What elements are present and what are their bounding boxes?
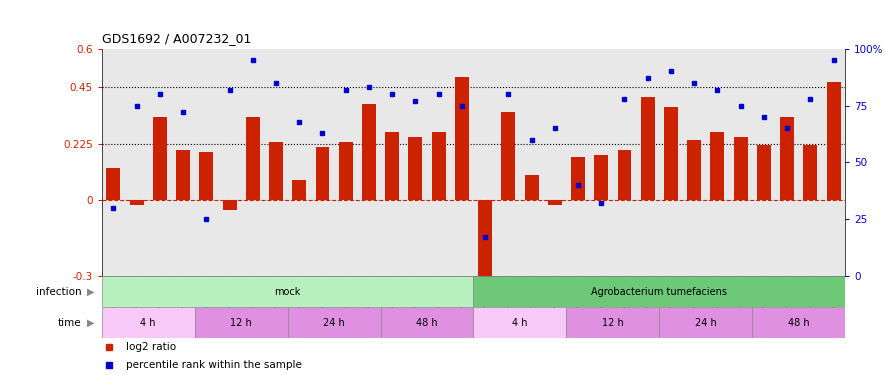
Bar bbox=[199, 152, 213, 200]
Bar bbox=[130, 200, 143, 206]
Bar bbox=[473, 307, 566, 338]
Text: ▶: ▶ bbox=[87, 318, 94, 328]
Text: 48 h: 48 h bbox=[416, 318, 438, 328]
Bar bbox=[102, 307, 195, 338]
Bar bbox=[757, 145, 771, 200]
Bar bbox=[315, 147, 329, 200]
Bar bbox=[501, 112, 515, 200]
Text: log2 ratio: log2 ratio bbox=[126, 342, 176, 352]
Text: ▶: ▶ bbox=[87, 286, 94, 297]
Bar bbox=[711, 132, 724, 200]
Text: Agrobacterium tumefaciens: Agrobacterium tumefaciens bbox=[591, 286, 727, 297]
Bar bbox=[548, 200, 562, 206]
Bar bbox=[246, 117, 260, 200]
Bar bbox=[525, 175, 538, 200]
Bar bbox=[269, 142, 283, 200]
Bar bbox=[381, 307, 473, 338]
Bar bbox=[659, 307, 752, 338]
Text: 24 h: 24 h bbox=[695, 318, 717, 328]
Bar bbox=[478, 200, 492, 296]
Text: 12 h: 12 h bbox=[230, 318, 252, 328]
Bar bbox=[618, 150, 632, 200]
Bar bbox=[566, 307, 659, 338]
Text: GDS1692 / A007232_01: GDS1692 / A007232_01 bbox=[102, 32, 251, 45]
Bar bbox=[106, 168, 120, 200]
Bar bbox=[734, 137, 748, 200]
Bar bbox=[176, 150, 190, 200]
Bar bbox=[664, 107, 678, 200]
Bar bbox=[223, 200, 236, 210]
Bar bbox=[385, 132, 399, 200]
Bar bbox=[571, 158, 585, 200]
Bar bbox=[153, 117, 166, 200]
Bar bbox=[641, 97, 655, 200]
Text: infection: infection bbox=[35, 286, 81, 297]
Bar bbox=[195, 307, 288, 338]
Text: percentile rank within the sample: percentile rank within the sample bbox=[126, 360, 302, 370]
Bar bbox=[781, 117, 794, 200]
Bar bbox=[339, 142, 352, 200]
Bar bbox=[102, 276, 473, 307]
Text: 12 h: 12 h bbox=[602, 318, 624, 328]
Bar bbox=[455, 76, 469, 200]
Bar bbox=[288, 307, 381, 338]
Text: 4 h: 4 h bbox=[141, 318, 156, 328]
Bar bbox=[292, 180, 306, 200]
Text: 4 h: 4 h bbox=[512, 318, 527, 328]
Bar bbox=[473, 276, 845, 307]
Bar bbox=[595, 155, 608, 200]
Bar bbox=[687, 140, 701, 200]
Bar bbox=[408, 137, 422, 200]
Bar bbox=[827, 82, 841, 200]
Text: mock: mock bbox=[274, 286, 301, 297]
Text: 48 h: 48 h bbox=[788, 318, 810, 328]
Text: time: time bbox=[58, 318, 81, 328]
Bar bbox=[752, 307, 845, 338]
Text: 24 h: 24 h bbox=[323, 318, 345, 328]
Bar bbox=[362, 104, 376, 200]
Bar bbox=[804, 145, 818, 200]
Bar bbox=[432, 132, 445, 200]
